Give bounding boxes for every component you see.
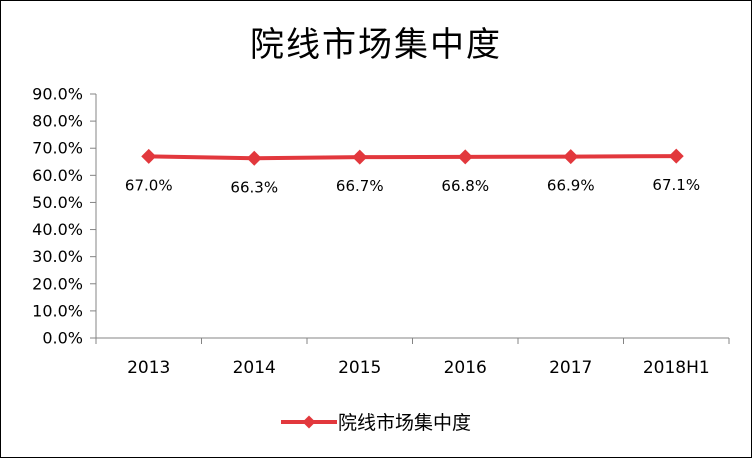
x-category-label: 2015 [338, 358, 381, 378]
y-axis-tick-label: 30.0% [32, 247, 83, 266]
y-axis-tick-label: 20.0% [32, 274, 83, 293]
legend-series-label: 院线市场集中度 [337, 412, 471, 434]
data-point-marker [246, 150, 262, 166]
legend-diamond-icon [302, 415, 316, 428]
legend-series-marker-icon [280, 415, 337, 428]
y-axis-tick-label: 50.0% [32, 193, 83, 212]
data-point-label: 66.3% [230, 178, 278, 196]
x-category-label: 2016 [444, 358, 487, 378]
data-point-label: 66.7% [336, 177, 384, 195]
data-point-marker [141, 148, 157, 164]
data-point-label: 66.8% [441, 177, 489, 195]
data-point-label: 67.1% [652, 176, 700, 194]
y-axis-tick-label: 70.0% [32, 139, 83, 158]
data-point-marker [668, 148, 684, 164]
y-axis-tick-label: 90.0% [32, 85, 83, 104]
y-axis-tick-label: 10.0% [32, 301, 83, 320]
legend: 院线市场集中度 [1, 408, 751, 435]
y-axis-tick-label: 40.0% [32, 220, 83, 239]
y-axis-tick-label: 80.0% [32, 112, 83, 131]
data-point-marker [457, 149, 473, 165]
data-point-label: 67.0% [125, 176, 173, 194]
y-axis-tick-label: 0.0% [42, 329, 83, 348]
data-point-marker [563, 149, 579, 165]
x-category-label: 2018H1 [643, 358, 710, 378]
data-point-label: 66.9% [547, 177, 595, 195]
x-category-label: 2014 [233, 358, 276, 378]
series-line [148, 154, 677, 161]
x-category-label: 2017 [549, 358, 592, 378]
chart-title: 院线市场集中度 [250, 25, 502, 65]
x-category-label: 2013 [127, 358, 170, 378]
y-axis-tick-label: 60.0% [32, 166, 83, 185]
data-point-marker [352, 149, 368, 165]
